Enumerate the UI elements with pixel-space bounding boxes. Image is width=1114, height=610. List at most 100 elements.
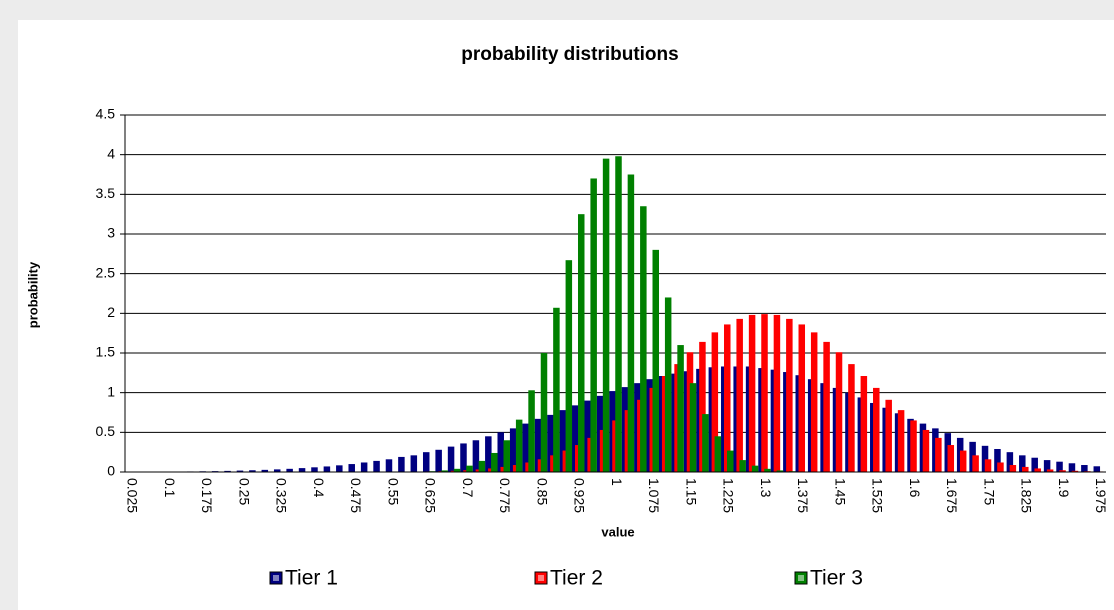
- x-tick-label: 1.15: [683, 478, 699, 505]
- x-tick-label: 1.225: [721, 478, 737, 513]
- bar: [860, 376, 868, 472]
- bar: [764, 468, 771, 472]
- bar: [571, 405, 579, 472]
- x-tick-label: 0.325: [274, 478, 290, 513]
- bar: [410, 455, 418, 472]
- bar: [1046, 469, 1054, 472]
- bar: [236, 470, 244, 472]
- bar: [897, 410, 905, 472]
- bar: [739, 460, 746, 472]
- x-tick-label: 1.6: [907, 478, 923, 498]
- x-tick-label: 0.25: [236, 478, 252, 505]
- legend-label: Tier 3: [810, 567, 863, 590]
- legend-label: Tier 2: [550, 567, 603, 590]
- y-tick-label: 4: [107, 145, 115, 161]
- x-tick-label: 0.475: [348, 478, 364, 513]
- x-tick-label: 1.375: [795, 478, 811, 513]
- bar: [435, 449, 442, 472]
- bar: [1071, 470, 1079, 472]
- bar: [711, 332, 719, 472]
- bar: [385, 459, 393, 472]
- bar: [727, 450, 734, 472]
- bar: [478, 460, 486, 472]
- bar: [677, 345, 684, 472]
- x-tick-label: 1: [609, 478, 625, 486]
- bar: [798, 324, 806, 472]
- bar: [540, 353, 548, 472]
- bar: [615, 156, 622, 472]
- bar: [447, 446, 455, 472]
- bar: [373, 460, 380, 472]
- y-tick-label: 4.5: [96, 106, 116, 122]
- x-tick-label: 1.9: [1056, 478, 1072, 498]
- bar: [699, 341, 706, 472]
- bar: [972, 455, 979, 472]
- x-tick-label: 0.625: [423, 478, 439, 513]
- x-tick-label: 0.55: [385, 478, 401, 505]
- bar: [761, 314, 768, 472]
- x-tick-label: 1.75: [981, 478, 997, 505]
- x-tick-label: 1.975: [1093, 478, 1109, 513]
- bar: [751, 465, 759, 472]
- legend-swatch-highlight: [538, 575, 544, 581]
- bar: [664, 297, 672, 472]
- bar: [491, 452, 498, 472]
- chart-title: probability distributions: [461, 44, 678, 65]
- bar: [472, 440, 480, 472]
- bar: [323, 466, 331, 472]
- bar: [553, 307, 560, 472]
- x-tick-label: 0.85: [534, 478, 550, 505]
- bar: [922, 429, 930, 472]
- x-axis-label: value: [601, 524, 634, 539]
- bar: [348, 464, 355, 472]
- bar: [1019, 455, 1026, 472]
- bar: [1006, 452, 1014, 472]
- y-tick-label: 3.5: [96, 185, 116, 201]
- bar: [748, 314, 756, 472]
- bar: [823, 341, 830, 472]
- y-tick-label: 0.5: [96, 423, 116, 439]
- bar: [935, 437, 942, 472]
- bar: [298, 468, 306, 472]
- legend-swatch-highlight: [273, 575, 279, 581]
- x-tick-label: 0.4: [311, 478, 327, 498]
- bar: [848, 364, 855, 472]
- bar: [534, 418, 542, 472]
- x-tick-label: 0.925: [572, 478, 588, 513]
- bar: [786, 318, 793, 472]
- bar: [559, 410, 567, 472]
- bar: [261, 469, 269, 472]
- bar: [311, 467, 318, 472]
- bar: [736, 318, 743, 472]
- y-tick-label: 3: [107, 225, 115, 241]
- bar: [584, 400, 591, 472]
- bar: [273, 469, 281, 472]
- bar: [947, 445, 955, 472]
- bar: [994, 448, 1001, 472]
- bar: [689, 383, 697, 472]
- bar: [224, 470, 231, 472]
- bar: [509, 428, 517, 472]
- bar: [590, 178, 597, 472]
- bar: [702, 414, 709, 472]
- bar: [565, 260, 573, 472]
- bar: [1022, 466, 1029, 472]
- bar: [984, 459, 992, 472]
- bar: [528, 390, 535, 472]
- bar: [997, 462, 1004, 472]
- x-tick-label: 1.675: [944, 478, 960, 513]
- bar: [577, 214, 585, 472]
- bar: [714, 436, 722, 472]
- bar: [910, 420, 917, 472]
- bar: [602, 158, 610, 472]
- bar: [547, 414, 554, 472]
- bar: [1068, 463, 1076, 472]
- legend-label: Tier 1: [285, 567, 338, 590]
- bar: [515, 419, 523, 472]
- x-tick-label: 0.1: [162, 478, 178, 498]
- x-tick-label: 1.075: [646, 478, 662, 513]
- bar: [466, 465, 473, 472]
- bar: [453, 468, 461, 472]
